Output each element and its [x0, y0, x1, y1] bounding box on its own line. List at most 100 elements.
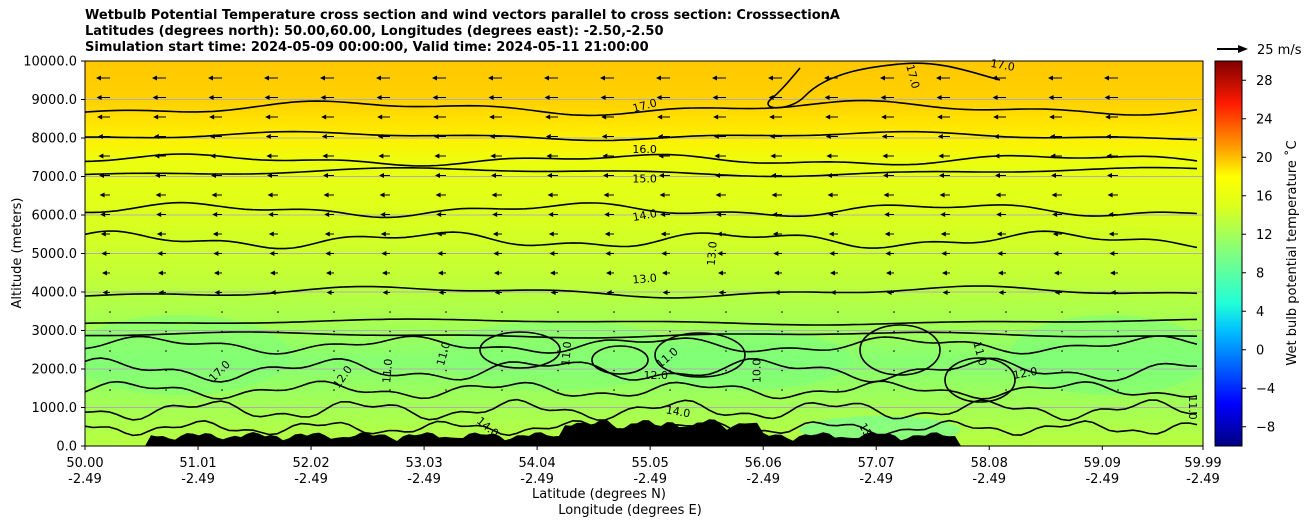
wind-vector-head — [881, 134, 887, 139]
wind-vector — [837, 330, 839, 333]
wind-vector — [1061, 350, 1063, 352]
wind-vector-head — [211, 192, 217, 198]
chart-title-line3: Simulation start time: 2024-05-09 00:00:… — [85, 40, 649, 55]
wind-vector-head — [550, 290, 556, 295]
wind-vector-head — [769, 134, 775, 139]
y-tick-label: 5000.0 — [32, 247, 78, 262]
wind-vector-head — [772, 231, 778, 237]
wind-vector-head — [214, 290, 220, 295]
contour-label-group: 16.0 — [632, 143, 657, 156]
wind-vector-head — [602, 153, 608, 159]
contour-label: 12.0 — [644, 369, 669, 382]
wind-vector-head — [712, 95, 718, 100]
wind-vector-head — [883, 173, 888, 178]
wind-vector-head — [382, 290, 388, 295]
wind-vector-head — [827, 173, 832, 178]
wind-vector-head — [1110, 290, 1116, 295]
wind-vector-head — [324, 212, 330, 217]
wind-vector-head — [321, 114, 327, 120]
contour-line — [85, 398, 1198, 422]
wind-vector-head — [269, 251, 275, 256]
wind-vector-head — [266, 153, 272, 159]
wind-vector-head — [826, 153, 832, 159]
wind-vector-head — [548, 212, 554, 217]
x-tick-label-longitude: -2.49 — [68, 472, 102, 487]
contour-label-group: 11.0 — [1186, 395, 1199, 420]
x-tick-label-latitude: 54.04 — [519, 456, 556, 471]
quiver-key: 25 m/s — [1217, 43, 1302, 58]
x-tick-label-latitude: 50.00 — [66, 456, 103, 471]
colorbar-tick-label: 4 — [1256, 305, 1264, 320]
wind-vector-head — [600, 95, 606, 100]
wind-vector-head — [437, 251, 443, 256]
wind-vector-head — [995, 192, 1001, 198]
wind-vector — [277, 311, 279, 313]
wind-vector-head — [716, 231, 722, 237]
wind-vector-head — [1053, 251, 1059, 256]
wind-vector-head — [942, 270, 947, 276]
wind-vector-head — [992, 95, 998, 100]
wind-vector-head — [267, 173, 272, 178]
wind-vector — [669, 311, 671, 313]
wind-vector-head — [880, 95, 886, 100]
wind-vector — [1061, 389, 1063, 391]
wind-vector-head — [771, 192, 777, 198]
wind-vector-head — [939, 173, 944, 178]
wind-vector-head — [1054, 270, 1059, 276]
wind-vector-head — [264, 75, 269, 81]
wind-vector-head — [1049, 134, 1055, 139]
colorbar-tick-label: 16 — [1256, 189, 1273, 204]
wind-vector-head — [662, 270, 667, 276]
wind-vector-head — [379, 192, 385, 198]
wind-vector — [1005, 350, 1007, 352]
wind-vector — [893, 350, 895, 352]
contour-label-group: 11.0 — [434, 340, 453, 367]
wind-vector-head — [1105, 134, 1111, 139]
wind-vector-head — [102, 290, 108, 295]
wind-vector — [445, 330, 447, 333]
x-tick-label-latitude: 59.09 — [1084, 456, 1121, 471]
wind-vector-head — [718, 290, 724, 295]
wind-vector-head — [885, 251, 891, 256]
x-tick-label-latitude: 52.02 — [292, 456, 329, 471]
wind-vector — [109, 330, 111, 333]
wind-vector-head — [381, 251, 387, 256]
contour-line — [85, 201, 1198, 219]
wind-vector-head — [438, 270, 443, 276]
wind-vector-head — [825, 114, 831, 120]
y-tick-label: 2000.0 — [32, 363, 78, 378]
x-tick-label-latitude: 53.03 — [405, 456, 442, 471]
wind-vector-head — [156, 212, 162, 217]
wind-vector-head — [155, 192, 161, 198]
wind-vector-head — [268, 231, 274, 237]
wind-vector-head — [1048, 75, 1053, 81]
x-tick-label-longitude: -2.49 — [294, 472, 328, 487]
wind-vector — [613, 369, 615, 372]
wind-vector-head — [824, 75, 829, 81]
wind-vector — [781, 311, 783, 313]
contour-line — [85, 335, 1198, 355]
wind-vector-head — [433, 134, 439, 139]
wind-vector-head — [938, 153, 944, 159]
wind-vector — [165, 311, 167, 313]
wind-vector-head — [320, 95, 326, 100]
x-tick-label-latitude: 56.06 — [745, 456, 782, 471]
wind-vector — [389, 330, 391, 333]
wind-vector-head — [101, 251, 107, 256]
wind-vector-head — [492, 212, 498, 217]
wind-vector-head — [662, 290, 668, 295]
wind-vector-head — [212, 212, 218, 217]
wind-vector-head — [1054, 290, 1060, 295]
wind-vector-head — [1051, 192, 1057, 198]
contour-label-group: 17.0 — [631, 96, 658, 115]
wind-vector-head — [606, 270, 611, 276]
wind-vector — [1005, 311, 1007, 313]
wind-vector-head — [606, 290, 612, 295]
contour-label: 15.0 — [632, 172, 657, 185]
wind-vector-head — [270, 270, 275, 276]
colorbar-ticks: 28 24 20 16 12 8 4 0 −4 −8 — [1242, 74, 1275, 435]
contour-label-group: 11.0 — [970, 340, 989, 367]
wind-vectors — [96, 75, 1119, 391]
wind-vector-head — [377, 134, 383, 139]
contour-line — [85, 318, 1198, 326]
